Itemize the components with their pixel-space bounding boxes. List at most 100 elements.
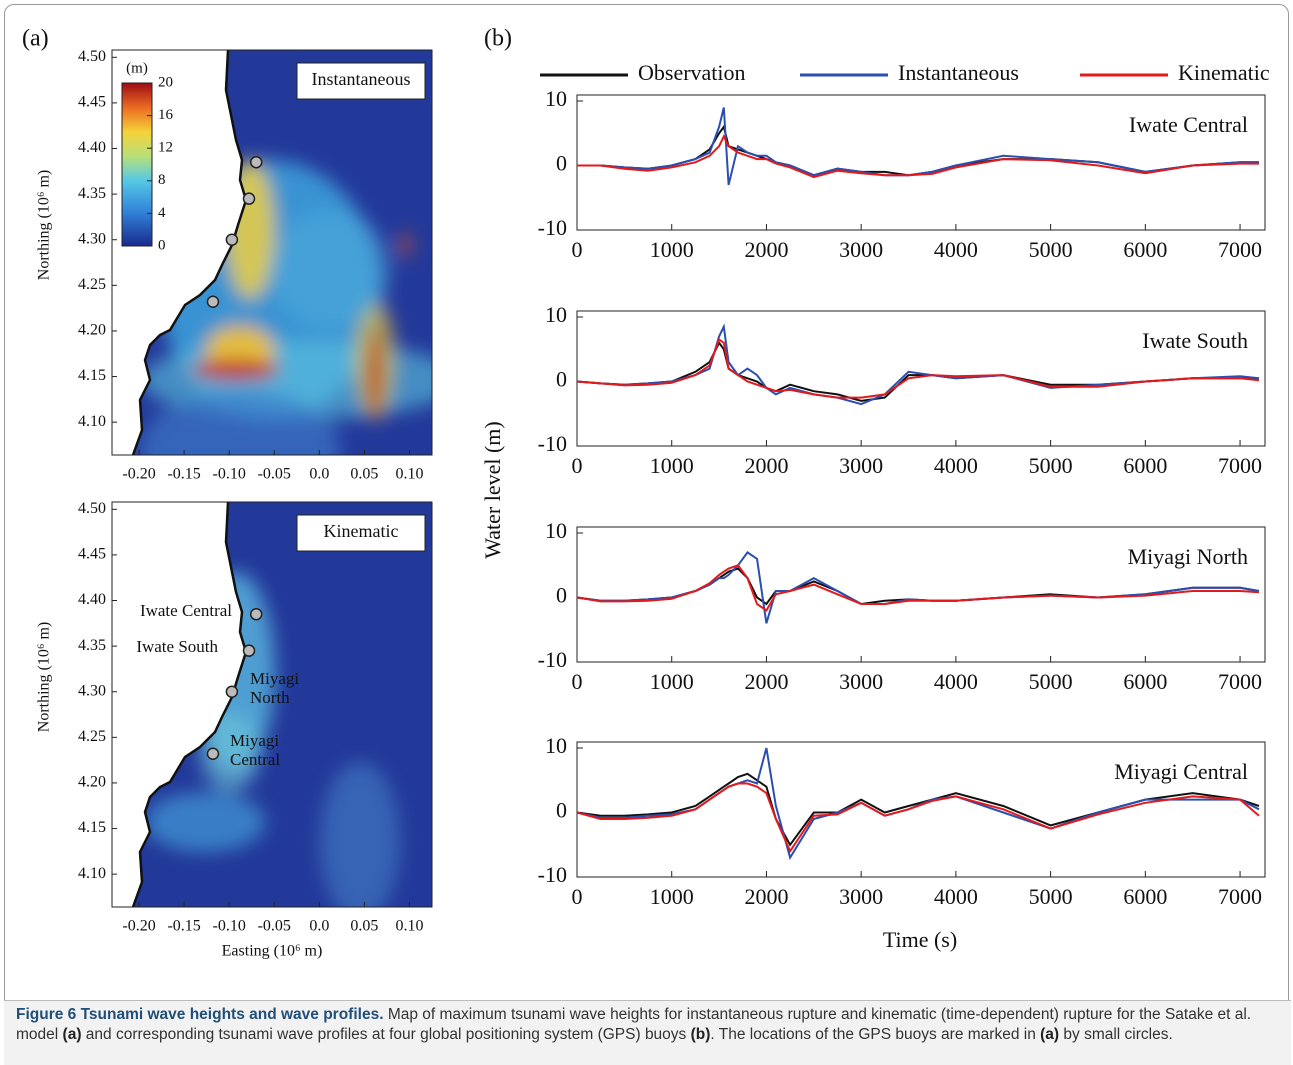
- legend-label: Observation: [638, 60, 746, 85]
- x-tick-label: 3000: [839, 453, 883, 478]
- x-axis-label: Time (s): [883, 927, 957, 952]
- profile-line: [576, 340, 1259, 402]
- x-tick-label: 6000: [1123, 884, 1167, 909]
- profile-line: [577, 107, 1259, 186]
- x-tick-label: -0.10: [213, 918, 246, 935]
- x-tick-label: 0.10: [395, 918, 423, 935]
- x-tick-label: 0.05: [350, 466, 378, 483]
- x-tick-label: 5000: [1029, 237, 1073, 262]
- colorbar-tick-label: 16: [158, 107, 174, 123]
- profile-line: [576, 567, 1260, 606]
- panel-title: Miyagi Central: [1114, 759, 1248, 784]
- y-tick-label: 4.50: [78, 48, 106, 65]
- buoy-label: North: [250, 688, 290, 707]
- buoy: [206, 747, 220, 761]
- panel-label: (b): [484, 26, 512, 52]
- wave-height-blob: [190, 360, 280, 380]
- land: [112, 502, 246, 907]
- x-tick-label: 4000: [934, 453, 978, 478]
- caption-ref: (a): [62, 1026, 82, 1043]
- x-tick-label: 7000: [1218, 669, 1262, 694]
- caption-ref: (b): [690, 1026, 711, 1043]
- caption-ref: (a): [1040, 1026, 1060, 1043]
- colorbar-unit: (m): [126, 60, 148, 76]
- panel-label: (a): [22, 26, 49, 52]
- y-tick-label: 4.25: [78, 728, 106, 745]
- x-tick-label: 0: [572, 237, 583, 262]
- map-title-box: [296, 62, 426, 100]
- x-tick-label: -0.05: [258, 466, 291, 483]
- x-tick-label: 4000: [934, 669, 978, 694]
- x-tick-label: 0: [572, 453, 583, 478]
- y-tick-label: -10: [538, 862, 567, 887]
- caption-text: Map of maximum tsunami wave heights for …: [16, 1006, 1252, 1043]
- x-tick-label: 2000: [744, 237, 788, 262]
- map-frame: [111, 49, 433, 456]
- y-axis-label: Water level (m): [480, 421, 505, 559]
- plot-frame: [576, 741, 1266, 878]
- x-tick-label: -0.20: [122, 918, 155, 935]
- caption: Figure 6 Tsunami wave heights and wave p…: [4, 1000, 1291, 1065]
- y-tick-label: 4.30: [78, 682, 106, 699]
- wave-height-blob: [320, 762, 400, 907]
- panel-title: Miyagi North: [1128, 544, 1248, 569]
- panel-title: Iwate South: [1142, 328, 1248, 353]
- colorbar: [121, 82, 153, 247]
- x-tick-label: 0.05: [350, 918, 378, 935]
- y-tick-label: 4.15: [78, 367, 106, 384]
- x-tick-label: 7000: [1218, 884, 1262, 909]
- buoy: [225, 233, 239, 246]
- legend-label: Kinematic: [1178, 60, 1270, 85]
- plot-frame: [576, 94, 1266, 231]
- y-tick-label: 4.40: [78, 591, 106, 608]
- y-tick-label: 0: [556, 583, 567, 608]
- x-tick-label: 3000: [839, 884, 883, 909]
- map: [112, 502, 432, 907]
- map-title: Kinematic: [324, 521, 399, 541]
- x-tick-label: -0.15: [167, 466, 200, 483]
- y-tick-label: 4.45: [78, 94, 106, 111]
- buoy: [206, 295, 220, 309]
- buoy-label: Iwate South: [136, 637, 218, 656]
- y-tick-label: 0: [556, 367, 567, 392]
- buoy-label: Central: [230, 750, 280, 769]
- buoy-label: Miyagi: [250, 669, 299, 688]
- y-tick-label: 4.25: [78, 276, 106, 293]
- x-tick-label: 7000: [1218, 237, 1262, 262]
- figure: (a) (b) -0.20 -0.15 -0.10 -0.05 0.0 0.05 0.10 4…: [22, 26, 1270, 960]
- y-tick-label: 0: [556, 798, 567, 823]
- y-axis-label: Northing (10⁶ m): [36, 622, 53, 732]
- buoy-label: Iwate Central: [140, 601, 232, 620]
- x-tick-label: 7000: [1218, 453, 1262, 478]
- wave-height-field: [140, 160, 432, 455]
- map-title-box: [296, 514, 426, 552]
- profile-line: [576, 782, 1260, 854]
- wave-height-blob: [270, 210, 390, 330]
- buoy: [225, 685, 239, 698]
- y-tick-label: 4.50: [78, 500, 106, 517]
- caption-text: . The locations of the GPS buoys are mar…: [710, 1026, 1036, 1043]
- map-title: Instantaneous: [312, 69, 411, 89]
- profile-line: [577, 134, 1259, 179]
- x-tick-label: 0.10: [395, 466, 423, 483]
- x-tick-label: -0.10: [213, 466, 246, 483]
- coastline: [131, 502, 248, 907]
- x-tick-label: 0: [572, 884, 583, 909]
- y-tick-label: 0: [556, 151, 567, 176]
- plot-frame: [576, 526, 1266, 663]
- x-tick-label: -0.05: [258, 918, 291, 935]
- y-tick-label: -10: [538, 431, 567, 456]
- x-tick-label: -0.20: [122, 466, 155, 483]
- y-tick-label: 4.45: [78, 546, 106, 563]
- x-tick-label: 5000: [1029, 453, 1073, 478]
- caption-title: Figure 6 Tsunami wave heights and wave p…: [16, 1006, 384, 1023]
- colorbar-tick-label: 4: [158, 205, 166, 221]
- x-axis-label: Easting (10⁶ m): [222, 943, 323, 960]
- profile-line: [576, 564, 1260, 612]
- x-tick-label: 0: [572, 669, 583, 694]
- buoy: [242, 644, 256, 657]
- y-tick-label: 10: [545, 733, 567, 758]
- x-tick-label: 1000: [650, 237, 694, 262]
- colorbar-tick-label: 20: [158, 74, 173, 90]
